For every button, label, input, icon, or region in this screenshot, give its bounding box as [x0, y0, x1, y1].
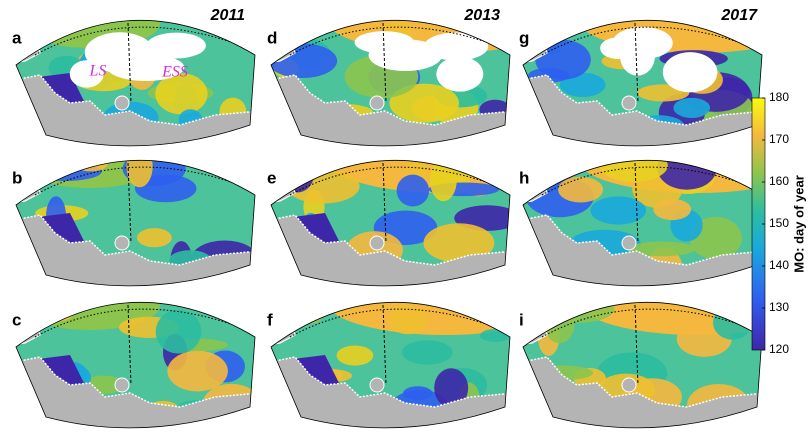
map-panel: b — [10, 138, 280, 303]
field-patch — [590, 196, 646, 224]
field-patch — [137, 228, 172, 247]
region-label: ESS — [161, 64, 188, 81]
colorbar-tick-label: 120 — [769, 342, 789, 356]
field-patch — [480, 329, 511, 342]
field-patch — [430, 159, 457, 201]
field-patch — [600, 149, 668, 182]
field-patch — [544, 304, 574, 343]
no-data — [147, 33, 206, 59]
map-area — [517, 265, 810, 432]
map-area — [517, 0, 810, 163]
no-data — [436, 57, 483, 92]
field-patch — [167, 351, 228, 392]
island — [622, 96, 636, 110]
year-label: 2017 — [720, 7, 758, 24]
colorbar-tick-label: 180 — [769, 90, 789, 104]
region-label: LS — [89, 63, 107, 80]
island — [370, 378, 384, 392]
panel-letter: f — [267, 310, 273, 329]
colorbar-tick-label: 170 — [769, 132, 789, 146]
map-panel: d — [265, 0, 565, 163]
island — [370, 96, 384, 110]
map-area — [265, 123, 565, 303]
field-patch — [26, 162, 102, 181]
panel-letter: a — [12, 28, 22, 47]
colorbar-axis: 120 130 140 150 160 170 180 — [762, 90, 789, 356]
island — [115, 96, 129, 110]
map-area — [265, 0, 565, 163]
field-patch — [156, 310, 202, 354]
panel-letter: b — [12, 168, 22, 187]
field-patch — [47, 306, 73, 321]
map-panel: c — [10, 280, 275, 432]
field-patch — [539, 296, 614, 323]
panel-letter: h — [519, 168, 529, 187]
island — [622, 236, 636, 250]
panel-letter: g — [519, 28, 529, 47]
field-patch — [284, 294, 309, 326]
year-label: 2013 — [463, 7, 500, 24]
colorbar-label: MO: day of year — [791, 175, 806, 273]
panel-letter: c — [12, 310, 21, 329]
field-patch — [127, 146, 153, 187]
field-patch — [300, 301, 324, 324]
no-data — [424, 32, 488, 60]
map-area — [265, 265, 565, 432]
no-data — [663, 52, 718, 92]
map-panels: a b c d e f g h i — [10, 0, 810, 432]
map-panel: a — [10, 0, 260, 163]
island — [370, 236, 384, 250]
field-patch — [402, 340, 453, 364]
field-patch — [653, 199, 691, 220]
figure: a b c d e f g h i 2011 2013 2017 LS ESS 120 130 14… — [0, 0, 810, 432]
map-panel: e — [265, 123, 565, 303]
field-patch — [403, 386, 433, 400]
field-patch — [397, 175, 429, 207]
panel-letter: d — [267, 28, 277, 47]
panel-letter: i — [519, 310, 524, 329]
map-panel: f — [265, 265, 565, 432]
field-patch — [280, 150, 315, 192]
field-patch — [558, 177, 603, 203]
field-patch — [673, 98, 710, 118]
island — [622, 378, 636, 392]
map-panel: h — [517, 123, 810, 303]
map-area — [10, 280, 275, 432]
colorbar-tick-label: 130 — [769, 300, 789, 314]
map-area — [517, 123, 810, 303]
no-data — [612, 27, 672, 59]
island — [115, 236, 129, 250]
colorbar-tick-label: 150 — [769, 216, 789, 230]
field-patch — [287, 169, 360, 203]
panel-letter: e — [267, 168, 276, 187]
colorbar-tick-label: 160 — [769, 174, 789, 188]
map-area — [10, 0, 260, 163]
map-panel: g — [517, 0, 810, 163]
island — [115, 378, 129, 392]
field-patch — [337, 345, 374, 365]
year-label: 2011 — [210, 7, 246, 24]
map-panel: i — [517, 265, 810, 432]
field-patch — [389, 307, 427, 334]
field-patch — [198, 156, 268, 174]
colorbar-tick-label: 140 — [769, 258, 789, 272]
map-area — [10, 138, 280, 303]
